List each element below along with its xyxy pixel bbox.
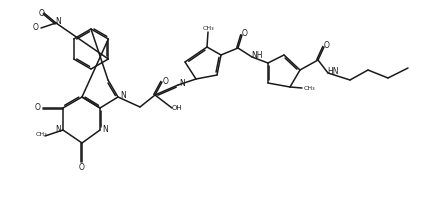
Text: O: O <box>324 41 330 50</box>
Text: CH₃: CH₃ <box>35 133 47 138</box>
Text: CH₃: CH₃ <box>303 85 315 90</box>
Text: N: N <box>55 125 61 135</box>
Text: O: O <box>39 9 45 19</box>
Text: O: O <box>33 23 39 32</box>
Text: O: O <box>79 163 85 172</box>
Text: O: O <box>163 76 169 85</box>
Text: CH₃: CH₃ <box>202 25 214 31</box>
Text: O: O <box>242 28 248 37</box>
Text: O: O <box>35 103 41 112</box>
Text: N: N <box>102 125 108 135</box>
Text: N: N <box>120 92 126 101</box>
Text: NH: NH <box>251 51 263 60</box>
Text: N: N <box>179 79 185 88</box>
Text: OH: OH <box>172 105 182 111</box>
Text: N: N <box>55 17 61 25</box>
Text: HN: HN <box>327 68 339 76</box>
